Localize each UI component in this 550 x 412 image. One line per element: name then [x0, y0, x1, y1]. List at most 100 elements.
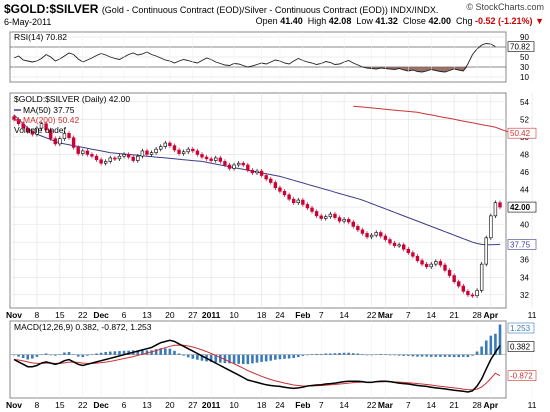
- candle-body: [369, 234, 374, 238]
- candle-body: [328, 213, 333, 218]
- candle-body: [397, 244, 401, 247]
- price-candle: [246, 162, 250, 173]
- macd-legend: MACD(12,26,9) 0.382, -0.872, 1.253: [14, 322, 152, 332]
- candle-body: [420, 260, 424, 265]
- macd-histogram-bar: [104, 352, 107, 355]
- candle-body: [58, 138, 62, 145]
- candle-body: [30, 131, 35, 135]
- candle-body: [402, 244, 406, 250]
- macd-histogram-bar: [370, 354, 373, 356]
- x-tick-label: 27: [188, 310, 198, 320]
- price-candle: [411, 250, 415, 259]
- candle-body: [443, 264, 447, 271]
- price-candle: [305, 202, 310, 211]
- price-candle: [287, 192, 291, 202]
- macd-histogram-bar: [379, 353, 383, 355]
- macd-histogram-bar: [365, 354, 369, 356]
- candle-body: [209, 158, 213, 161]
- x-tick-label: 18: [257, 310, 267, 320]
- chart-date: 6-May-2011: [4, 17, 52, 27]
- price-candle: [236, 161, 241, 168]
- macd-histogram-bar: [40, 354, 43, 356]
- rsi-tick-label: 10: [520, 73, 529, 82]
- candle-body: [214, 157, 218, 161]
- macd-histogram-bar: [122, 350, 126, 355]
- price-candle: [223, 159, 227, 168]
- candle-body: [319, 215, 323, 219]
- x-tick-label: 14: [339, 310, 349, 320]
- candle-body: [21, 123, 25, 129]
- price-candle: [452, 273, 456, 284]
- price-candle: [67, 131, 71, 140]
- candle-body: [172, 145, 177, 151]
- price-candle: [204, 154, 209, 162]
- candle-body: [62, 133, 67, 139]
- candle-body: [296, 199, 300, 203]
- price-candle: [39, 121, 44, 131]
- candle-body: [131, 156, 135, 161]
- price-candle: [314, 209, 319, 219]
- price-candle: [443, 262, 447, 273]
- price-candle: [296, 197, 300, 205]
- price-candle: [337, 215, 342, 224]
- macd-histogram-bar: [228, 354, 231, 364]
- macd-histogram-bar: [241, 354, 245, 365]
- x-tick-label: Nov: [6, 310, 22, 320]
- macd-histogram-bar: [12, 354, 16, 356]
- ma200-last-label: 50.42: [510, 129, 531, 138]
- price-candle: [461, 283, 466, 294]
- candle-body: [191, 148, 195, 152]
- macd-histogram-bar: [452, 354, 456, 358]
- price-candle: [214, 155, 218, 163]
- candle-body: [489, 215, 493, 239]
- candle-body: [35, 127, 39, 135]
- price-candle: [333, 211, 337, 220]
- macd-histogram-bar: [232, 354, 236, 364]
- chart-title: $GOLD:$SILVER (Gold - Continuous Contrac…: [4, 2, 438, 16]
- change-label: Chg: [456, 16, 473, 26]
- candle-body: [90, 154, 94, 157]
- macd-histogram-bar: [237, 354, 240, 364]
- x-tick-label: 11: [528, 310, 537, 320]
- macd-histogram-bar: [310, 354, 314, 355]
- low-value: 41.32: [375, 16, 398, 26]
- candle-body: [269, 178, 273, 183]
- close-value: 42.00: [428, 16, 451, 26]
- macd-histogram-bar: [113, 351, 117, 355]
- price-candle: [241, 161, 245, 168]
- x-tick-label: 6: [122, 310, 127, 320]
- price-candle: [420, 258, 424, 267]
- x-tick-label-bottom: Feb: [295, 400, 310, 410]
- macd-histogram-bar: [498, 324, 502, 355]
- macd-histogram-bar: [306, 354, 309, 356]
- candle-body: [232, 164, 236, 169]
- macd-histogram-bar: [31, 354, 34, 359]
- rsi-legend: RSI(14) 70.82: [14, 32, 67, 42]
- macd-histogram-bar: [99, 352, 103, 355]
- price-candle: [81, 148, 85, 156]
- macd-histogram-bar: [434, 354, 438, 357]
- candle-body: [411, 252, 415, 257]
- candle-body: [44, 123, 48, 131]
- candle-body: [48, 129, 53, 139]
- candle-body: [324, 216, 328, 219]
- price-candle: [424, 261, 429, 269]
- price-candle: [273, 180, 278, 190]
- price-candle: [172, 143, 177, 153]
- price-tick-label: 48: [520, 150, 529, 159]
- x-tick-label: 7: [319, 310, 324, 320]
- price-candle: [392, 240, 397, 248]
- price-candle: [438, 259, 443, 268]
- x-tick-label-bottom: 11: [528, 400, 537, 410]
- candle-body: [117, 155, 122, 160]
- macd-histogram-bar: [21, 354, 25, 359]
- candle-body: [200, 154, 204, 158]
- macd-histogram-bar: [186, 354, 190, 358]
- price-candle: [388, 237, 392, 246]
- price-candle: [200, 152, 204, 160]
- macd-histogram-bar: [329, 353, 332, 355]
- candle-body: [126, 154, 131, 158]
- macd-histogram-bar: [494, 333, 497, 355]
- macd-histogram-bar: [301, 354, 305, 356]
- candle-body: [342, 219, 346, 222]
